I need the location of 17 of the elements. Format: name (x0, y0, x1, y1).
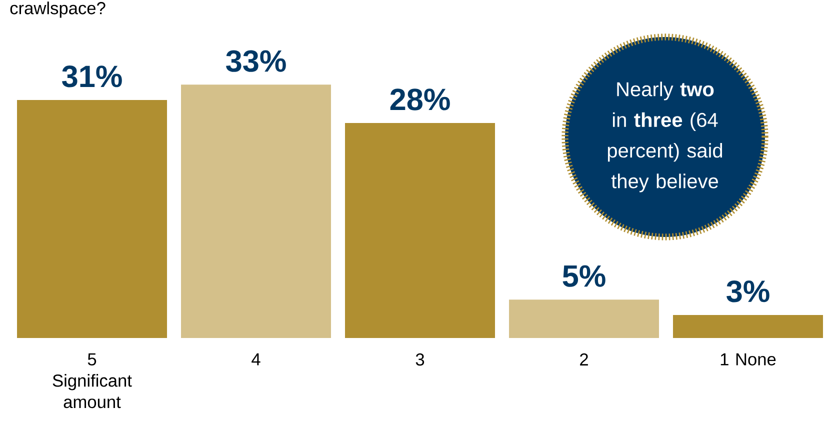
data-label: 33% (226, 50, 286, 72)
data-label: 5% (562, 265, 606, 287)
chart-title: crawlspace? (10, 2, 106, 18)
x-tick-label: 4 (252, 353, 260, 366)
data-label: 31% (62, 66, 122, 88)
data-label: 3% (726, 280, 770, 302)
text: Nearly two in three (64 percent) said they believe (608, 82, 722, 192)
bar (345, 123, 496, 338)
x-tick-label: 2 (580, 353, 588, 366)
bar (672, 314, 823, 338)
data-label: 28% (390, 88, 450, 110)
x-tick-label: 5 Significant amount (52, 353, 132, 408)
bar (181, 84, 332, 338)
x-tick-label: 1 None (720, 353, 776, 366)
x-tick-label: 3 (416, 353, 424, 366)
bar (509, 300, 659, 338)
bar (17, 100, 168, 338)
